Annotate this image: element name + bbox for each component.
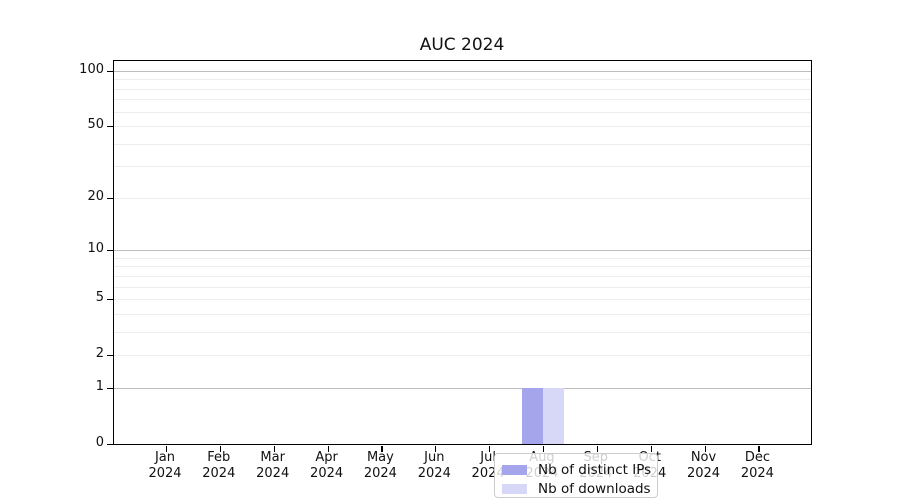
y-axis-tick-label: 50 (87, 117, 104, 132)
major-gridline (114, 250, 811, 252)
minor-gridline (114, 111, 811, 113)
legend-label-downloads: Nb of downloads (538, 480, 651, 497)
y-axis-tick-label: 2 (95, 346, 104, 362)
x-axis-tick (381, 446, 383, 452)
major-gridline (114, 387, 811, 389)
x-axis-tick (435, 446, 437, 452)
minor-gridline (114, 88, 811, 90)
minor-gridline (114, 257, 811, 259)
minor-gridline (114, 355, 811, 357)
x-axis-tick (596, 446, 598, 452)
y-axis-tick-label: 100 (79, 61, 104, 77)
x-axis-tick-label: Jun 2024 (417, 450, 451, 481)
x-axis-tick (650, 446, 652, 452)
y-axis-tick-label: 5 (95, 290, 104, 306)
minor-gridline (114, 126, 811, 127)
chart-title: AUC 2024 (419, 35, 505, 55)
x-axis-tick (273, 446, 275, 452)
x-axis-tick (542, 446, 545, 452)
minor-gridline (114, 197, 811, 199)
minor-gridline (114, 299, 811, 301)
legend: Nb of distinct IPs Nb of downloads (494, 453, 658, 498)
legend-swatch-downloads (502, 483, 527, 494)
minor-gridline (114, 99, 811, 101)
x-axis-tick-label: Feb 2024 (202, 450, 236, 481)
minor-gridline (114, 313, 811, 315)
minor-gridline (114, 166, 811, 168)
y-axis-tick-label: 0 (95, 435, 104, 450)
x-axis-tick (327, 446, 329, 452)
legend-swatch-distinct-ips (502, 464, 527, 475)
legend-label-distinct-ips: Nb of distinct IPs (538, 461, 652, 478)
bar-downloads (542, 387, 564, 444)
x-axis-tick-label: Nov 2024 (686, 450, 721, 481)
x-axis-tick (166, 446, 168, 452)
x-axis-tick-label: May 2024 (363, 450, 397, 481)
minor-gridline (114, 286, 811, 288)
major-gridline (114, 70, 811, 72)
x-axis-tick-label: Dec 2024 (740, 450, 774, 481)
x-axis-tick-label: Apr 2024 (310, 450, 344, 481)
y-axis-tick (107, 197, 113, 199)
minor-gridline (114, 143, 811, 145)
bar-distinct-ips (521, 387, 543, 444)
y-axis-tick (107, 70, 113, 72)
x-axis-tick (489, 446, 491, 452)
legend-entry-distinct-ips: Nb of distinct IPs (502, 460, 657, 479)
minor-gridline (114, 266, 811, 268)
y-axis-tick (107, 444, 113, 446)
y-axis-tick (107, 299, 113, 301)
y-axis-tick-label: 10 (87, 241, 104, 257)
y-axis-tick (107, 355, 113, 357)
x-axis-tick (758, 446, 760, 452)
y-axis-tick (107, 387, 113, 390)
legend-entry-downloads: Nb of downloads (502, 479, 657, 498)
x-axis-tick-label: Jan 2024 (148, 450, 182, 481)
x-axis-tick (704, 446, 706, 452)
y-axis-tick (107, 250, 113, 252)
x-axis-tick (219, 446, 221, 452)
y-axis-tick-label: 20 (87, 188, 104, 204)
minor-gridline (114, 79, 811, 81)
x-axis-tick-label: Mar 2024 (256, 450, 290, 481)
minor-gridline (114, 275, 811, 277)
plot-area: Nb of distinct IPs Nb of downloads (107, 60, 812, 498)
y-axis-tick-label: 1 (95, 378, 104, 394)
minor-gridline (114, 331, 811, 333)
y-axis-tick (107, 126, 113, 128)
